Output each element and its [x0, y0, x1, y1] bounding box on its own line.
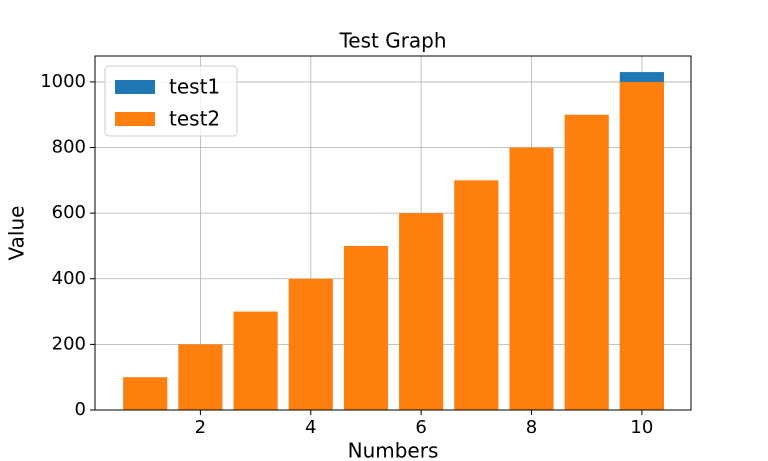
chart-title: Test Graph [338, 29, 446, 53]
x-tick-label: 8 [526, 417, 537, 438]
bar [233, 311, 278, 410]
y-tick-label: 200 [52, 333, 86, 354]
bar [123, 377, 168, 410]
x-tick-label: 2 [195, 417, 206, 438]
bar [509, 147, 554, 410]
bar [564, 114, 609, 411]
x-axis-label: Numbers [348, 439, 439, 461]
y-tick-label: 800 [52, 137, 86, 158]
x-tick-label: 6 [415, 417, 426, 438]
x-tick-label: 4 [305, 417, 316, 438]
bar [178, 344, 223, 410]
bar [619, 81, 664, 410]
y-tick-label: 0 [75, 399, 86, 420]
y-axis-label: Value [5, 206, 29, 261]
y-tick-label: 600 [52, 202, 86, 223]
plot-frame [94, 55, 692, 411]
bar [454, 180, 499, 410]
y-tick-label: 1000 [40, 71, 86, 92]
bar [343, 245, 389, 410]
legend-swatch [115, 112, 155, 126]
y-tick-label: 400 [52, 268, 86, 289]
x-tick-label: 10 [630, 417, 653, 438]
bar [399, 213, 444, 410]
legend-label: test2 [169, 107, 220, 131]
legend-label: test1 [169, 75, 220, 99]
bar [288, 278, 333, 410]
legend-swatch [115, 80, 155, 94]
